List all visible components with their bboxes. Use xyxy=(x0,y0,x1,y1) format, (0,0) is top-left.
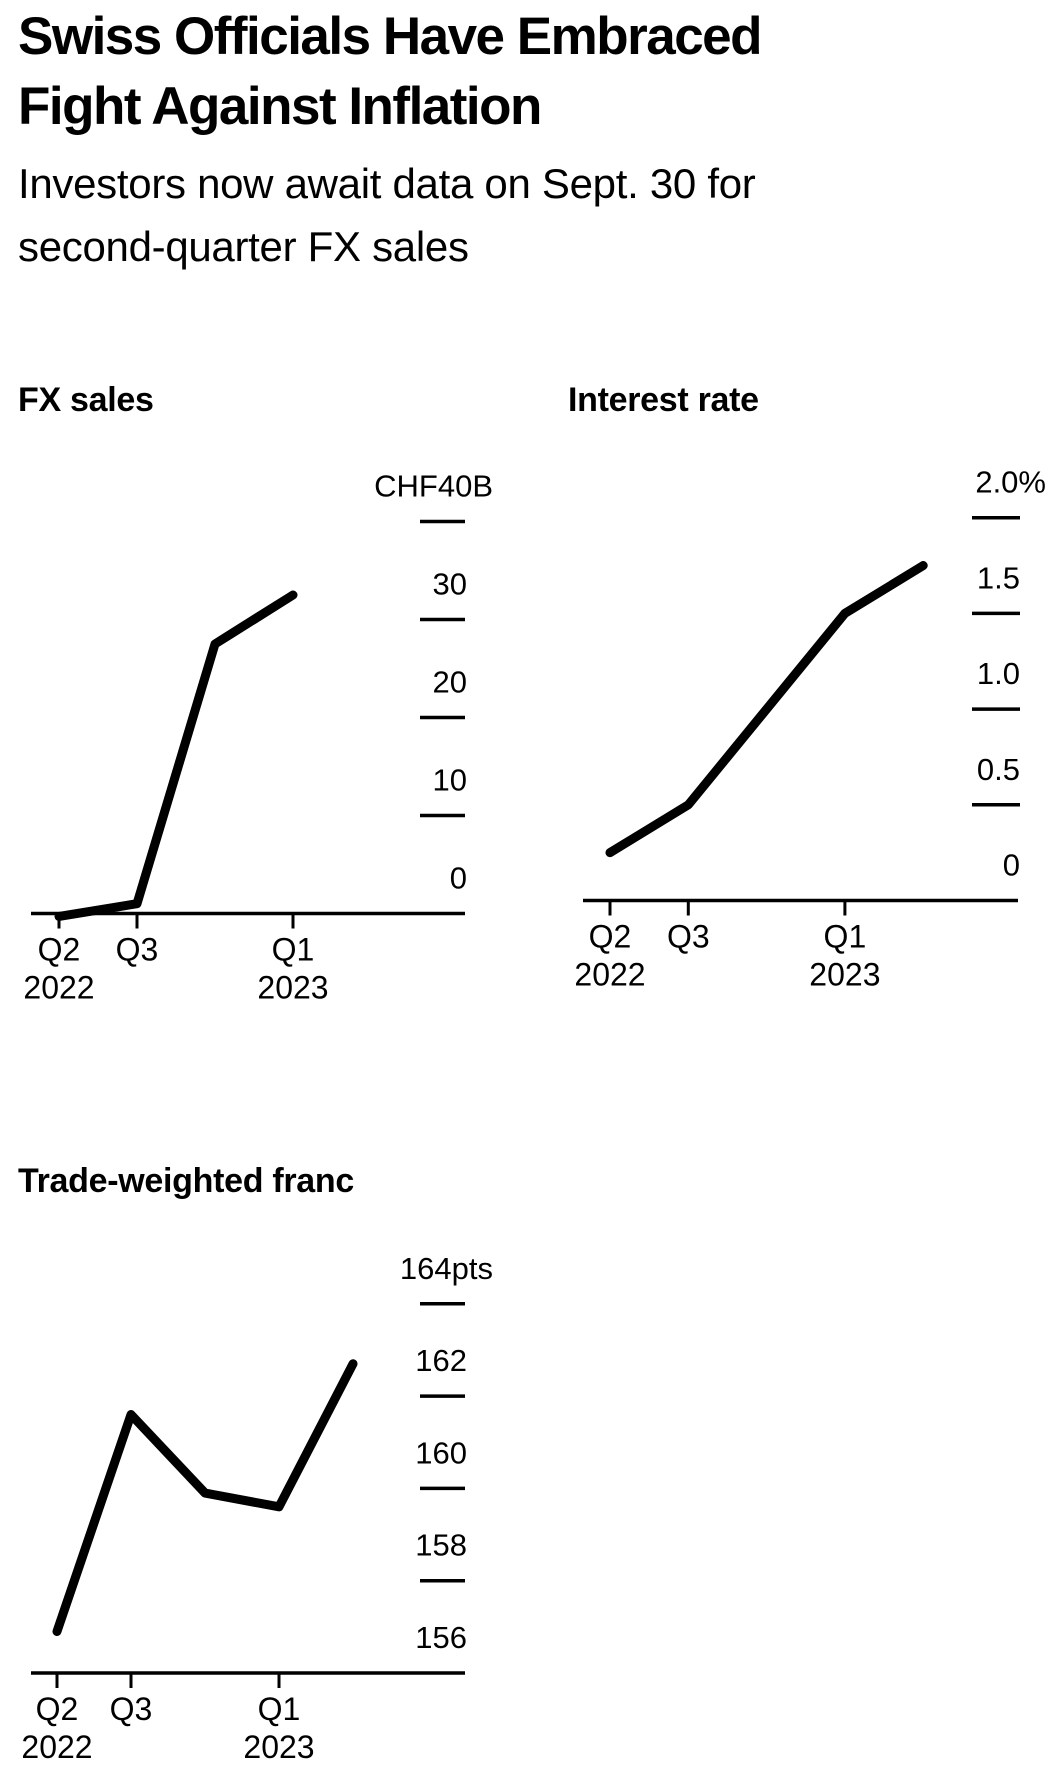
interest-rate-x-year-label-2023: 2023 xyxy=(809,957,880,993)
page-subtitle-line2: second-quarter FX sales xyxy=(18,223,469,270)
interest-rate-x-label-Q3: Q3 xyxy=(667,919,710,955)
interest-rate-x-label-Q1: Q1 xyxy=(824,919,867,955)
interest-rate-x-year-label-2022: 2022 xyxy=(574,957,645,993)
fx-sales-x-label-Q3: Q3 xyxy=(116,932,159,968)
trade-weighted-franc-y-label-158: 158 xyxy=(415,1528,467,1563)
fx-sales-y-label-0: 0 xyxy=(450,861,467,896)
interest-rate-y-label-1.0: 1.0 xyxy=(977,656,1020,691)
interest-rate-y-label-0.5: 0.5 xyxy=(977,752,1020,787)
interest-rate-y-label-0: 0 xyxy=(1003,848,1020,883)
trade-weighted-franc-y-label-162: 162 xyxy=(415,1343,467,1378)
fx-sales-y-label-30: 30 xyxy=(433,567,467,602)
trade-weighted-franc-x-year-label-2023: 2023 xyxy=(243,1729,314,1765)
chart-title-trade-weighted-franc: Trade-weighted franc xyxy=(18,1162,354,1200)
trade-weighted-franc-x-label-Q3: Q3 xyxy=(110,1691,153,1727)
page-subtitle-line1: Investors now await data on Sept. 30 for xyxy=(18,160,756,207)
trade-weighted-franc-y-label-156: 156 xyxy=(415,1620,467,1655)
page-title: Swiss Officials Have Embraced Fight Agai… xyxy=(18,2,1028,142)
chart-title-fx-sales: FX sales xyxy=(18,381,154,419)
chart-title-interest-rate: Interest rate xyxy=(568,381,759,419)
trade-weighted-franc-x-year-label-2022: 2022 xyxy=(21,1729,92,1765)
page-subtitle: Investors now await data on Sept. 30 for… xyxy=(18,152,1028,278)
fx-sales-series-line xyxy=(54,590,298,921)
trade-weighted-franc-y-label-164pts: 164pts xyxy=(400,1251,493,1286)
trade-weighted-franc-y-label-160: 160 xyxy=(415,1435,467,1470)
fx-sales-x-label-Q1: Q1 xyxy=(272,932,315,968)
trade-weighted-franc-series-line xyxy=(52,1359,358,1636)
fx-sales-x-label-Q2: Q2 xyxy=(38,932,81,968)
trade-weighted-franc-x-label-Q1: Q1 xyxy=(258,1691,301,1727)
interest-rate-series-line xyxy=(605,561,928,858)
interest-rate-y-label-1.5: 1.5 xyxy=(977,560,1020,595)
page-title-line1: Swiss Officials Have Embraced xyxy=(18,7,763,66)
trade-weighted-franc-x-label-Q2: Q2 xyxy=(36,1691,79,1727)
fx-sales-y-label-CHF40B: CHF40B xyxy=(374,469,493,504)
fx-sales-y-label-20: 20 xyxy=(433,665,467,700)
fx-sales-y-label-10: 10 xyxy=(433,763,467,798)
interest-rate-x-label-Q2: Q2 xyxy=(589,919,632,955)
fx-sales-x-year-label-2023: 2023 xyxy=(257,970,328,1006)
fx-sales-x-year-label-2022: 2022 xyxy=(23,970,94,1006)
interest-rate-y-label-2.0%: 2.0% xyxy=(975,465,1046,500)
page-title-line2: Fight Against Inflation xyxy=(18,77,542,136)
